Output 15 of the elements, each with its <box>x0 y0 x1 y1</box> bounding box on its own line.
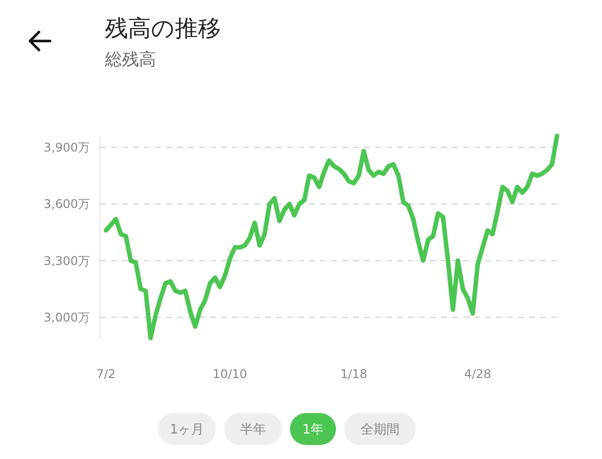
y-tick-label: 3,300万 <box>44 254 90 268</box>
x-tick-label: 1/18 <box>340 367 368 381</box>
y-tick-label: 3,900万 <box>44 140 90 155</box>
line-series <box>104 134 560 340</box>
chart-title: 残高の推移 <box>105 16 221 42</box>
x-tick-label: 4/28 <box>464 367 492 381</box>
y-tick-label: 3,000万 <box>44 310 90 324</box>
chart-subtitle: 総残高 <box>104 50 156 70</box>
y-tick-label: 3,600万 <box>44 197 90 212</box>
selected-period-button: 1年 <box>290 413 336 445</box>
period-button: 全期間 <box>344 413 416 445</box>
x-tick-label: 7/2 <box>96 367 116 381</box>
period-button: 半年 <box>224 413 282 445</box>
period-button: 1ヶ月 <box>158 413 216 445</box>
x-tick-label: 10/10 <box>212 367 248 381</box>
